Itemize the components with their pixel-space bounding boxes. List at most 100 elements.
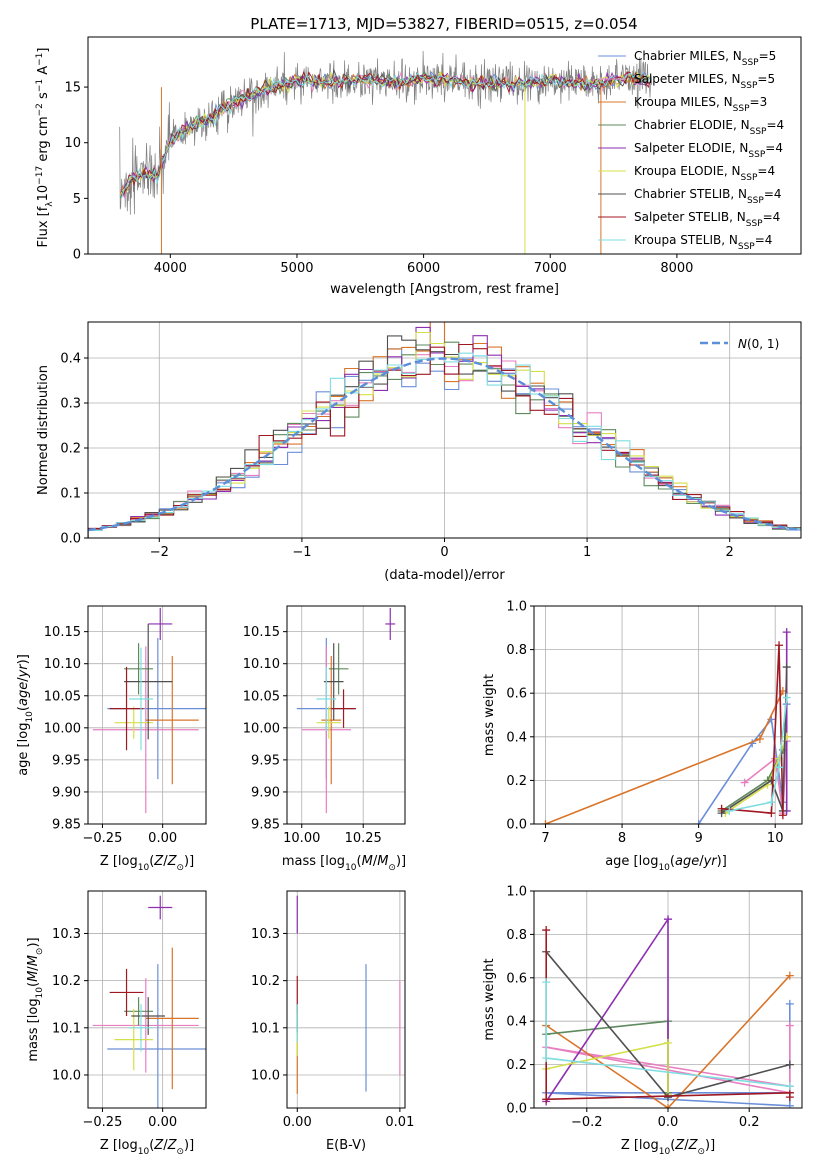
- weight-point-marker: [782, 663, 791, 672]
- y-tick-label: 0.3: [60, 397, 81, 412]
- weight-point-marker: [767, 798, 776, 807]
- x-tick-label: 0.2: [739, 1115, 760, 1130]
- y-tick-label: 9.90: [52, 785, 81, 800]
- weight-line: [721, 645, 784, 816]
- y-tick-label: 0.2: [506, 1058, 527, 1073]
- weight-point-marker: [740, 778, 749, 787]
- figure-title: PLATE=1713, MJD=53827, FIBERID=0515, z=0…: [250, 15, 637, 33]
- x-tick-label: 7000: [534, 261, 567, 276]
- x-tick-label: 0.0: [658, 1115, 679, 1130]
- x-tick-label: 8000: [660, 261, 693, 276]
- x-tick-label: 0.01: [385, 1115, 414, 1130]
- axes-frame: [286, 890, 406, 1109]
- plot-area: [541, 628, 791, 824]
- weight-point-marker: [542, 1095, 551, 1104]
- weight-point-marker: [542, 1054, 551, 1063]
- y-tick-label: 9.95: [251, 753, 280, 768]
- y-axis-label: mass [log10(M/M⊙)]: [26, 937, 45, 1061]
- x-tick-label: 6000: [407, 261, 440, 276]
- y-tick-label: 10.3: [251, 927, 280, 942]
- legend-label: Kroupa ELODIE, NSSP=4: [634, 164, 775, 183]
- observed-spectrum-line: [119, 50, 652, 215]
- weight-point-marker: [767, 776, 776, 785]
- axes-frame: [286, 605, 406, 825]
- axes-frame: [533, 890, 803, 1109]
- panel-residuals: −2 −1 0 1 2 0.0 0.1 0.2 0.3 0.4 N(0, 1) (data-model…: [36, 321, 802, 583]
- panel-mass-vs-ebv: 0.00 0.01 10.0 10.1 10.2 10.3 E(B-V): [251, 890, 414, 1153]
- y-tick-label: 5: [73, 192, 81, 207]
- plot-area: [542, 915, 794, 1108]
- x-tick-label: 5000: [280, 261, 313, 276]
- y-tick-label: 0.8: [506, 928, 527, 943]
- plot-area: [88, 322, 801, 538]
- y-tick-label: 10.05: [243, 689, 280, 704]
- weight-point-marker: [785, 1082, 794, 1091]
- y-tick-label: 0.1: [60, 487, 81, 502]
- x-axis-label: wavelength [Angstrom, rest frame]: [330, 282, 559, 297]
- legend-label: Chabrier STELIB, NSSP=4: [634, 187, 782, 206]
- plot-area: [296, 895, 401, 1094]
- weight-point-marker: [664, 1038, 672, 1047]
- plot-area: [296, 607, 396, 814]
- y-tick-label: 0.2: [506, 774, 527, 789]
- weight-point-marker: [785, 971, 794, 980]
- x-tick-label: 0: [440, 545, 448, 560]
- model-spectrum-line: [120, 68, 651, 195]
- legend-label: Chabrier MILES, NSSP=5: [634, 49, 776, 68]
- y-tick-label: 9.85: [52, 818, 81, 833]
- weight-point-marker: [542, 926, 551, 935]
- x-tick-label: 0.00: [148, 831, 177, 846]
- panel-spectrum: 4000 5000 6000 7000 8000 0 5 10 15 wavelength [An…: [35, 36, 802, 297]
- weight-point-marker: [782, 693, 791, 702]
- y-axis-label: age [log10(age/yr)]: [16, 654, 35, 776]
- x-tick-label: −0.2: [571, 1115, 603, 1130]
- weight-point-marker: [664, 1104, 672, 1108]
- weight-point-marker: [694, 820, 703, 824]
- panel-mass-weight-vs-Z: −0.2 0.0 0.2 0.0 0.2 0.4 0.6 0.8 1.0 Z [log10(Z/Z…: [482, 885, 803, 1157]
- x-tick-label: −0.25: [83, 1115, 123, 1130]
- y-tick-label: 10: [64, 136, 81, 151]
- panel-mass-weight-vs-age: 7 8 9 10 0.0 0.2 0.4 0.6 0.8 1.0 age [log10(age/yr…: [482, 600, 803, 873]
- weight-point-marker: [785, 1093, 794, 1102]
- weight-point-marker: [775, 641, 784, 650]
- gaussian-reference-line: [88, 357, 801, 532]
- y-axis-label: Normed distribution: [36, 365, 51, 495]
- weight-point-marker: [775, 763, 784, 772]
- y-axis-label: mass weight: [482, 958, 497, 1040]
- x-tick-label: 2: [726, 545, 734, 560]
- y-tick-label: 10.2: [52, 974, 81, 989]
- y-tick-label: 10.1: [251, 1021, 280, 1036]
- y-tick-label: 0.0: [506, 1102, 527, 1117]
- x-tick-label: 1: [583, 545, 591, 560]
- x-tick-label: 7: [541, 831, 549, 846]
- x-tick-label: −2: [150, 545, 169, 560]
- legend-label: Kroupa MILES, NSSP=3: [634, 95, 767, 114]
- y-tick-label: 9.95: [52, 753, 81, 768]
- weight-line: [721, 666, 788, 814]
- y-tick-label: 10.10: [243, 657, 280, 672]
- axes-frame: [87, 605, 207, 825]
- weight-line: [545, 690, 784, 824]
- weight-line: [744, 741, 788, 814]
- model-spectrum-line: [121, 70, 652, 196]
- x-tick-label: −0.25: [83, 831, 123, 846]
- model-spectrum-line: [121, 72, 652, 198]
- y-tick-label: 9.90: [251, 785, 280, 800]
- weight-point-marker: [785, 1101, 794, 1108]
- y-tick-label: 10.1: [52, 1021, 81, 1036]
- panel-mass-vs-Z: −0.25 0.00 10.0 10.1 10.2 10.3 Z [log10(Z/Z⊙)]…: [26, 890, 207, 1157]
- legend-label: Salpeter MILES, NSSP=5: [634, 72, 775, 91]
- x-tick-label: 0.00: [283, 1115, 312, 1130]
- y-tick-label: 10.05: [44, 689, 81, 704]
- y-tick-label: 0.6: [506, 971, 527, 986]
- weight-point-marker: [778, 811, 787, 820]
- weight-line: [545, 975, 791, 1108]
- y-tick-label: 10.00: [44, 721, 81, 736]
- y-tick-label: 10.3: [52, 927, 81, 942]
- y-tick-label: 0.8: [506, 643, 527, 658]
- axes-frame: [87, 321, 802, 539]
- y-tick-label: 0.6: [506, 687, 527, 702]
- y-tick-label: 1.0: [506, 600, 527, 615]
- y-tick-label: 9.85: [251, 818, 280, 833]
- y-tick-label: 0.2: [60, 442, 81, 457]
